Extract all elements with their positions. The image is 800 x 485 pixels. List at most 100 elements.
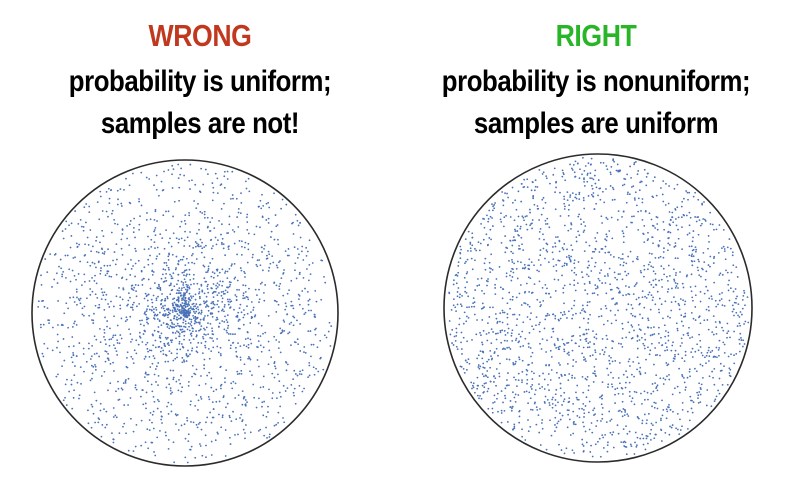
sample-point [595, 202, 598, 205]
sample-point [262, 386, 265, 388]
sample-point [728, 299, 731, 302]
sample-point [669, 231, 672, 234]
sample-point [583, 412, 586, 415]
sample-point [646, 419, 648, 422]
sample-point [635, 204, 638, 207]
sample-point [279, 351, 282, 354]
sample-point [190, 445, 193, 448]
sample-point [157, 362, 160, 364]
sample-point [615, 319, 617, 322]
sample-point [534, 185, 537, 188]
sample-point [200, 251, 203, 254]
sample-point [588, 244, 591, 247]
sample-point [572, 432, 575, 435]
sample-point [235, 346, 237, 349]
sample-point [508, 259, 510, 262]
sample-point [292, 391, 295, 394]
sample-point [574, 175, 577, 178]
sample-point [708, 346, 710, 349]
sample-point [247, 337, 249, 340]
sample-point [280, 207, 283, 210]
sample-point [244, 399, 247, 401]
sample-point [611, 340, 614, 342]
sample-point [512, 271, 515, 274]
sample-point [527, 267, 530, 270]
sample-point [124, 268, 127, 271]
sample-point [180, 289, 183, 291]
sample-point [563, 243, 566, 245]
sample-point [579, 312, 582, 314]
sample-point [721, 273, 724, 276]
sample-point [325, 336, 328, 339]
sample-point [580, 223, 583, 226]
sample-point [593, 343, 596, 345]
sample-point [630, 445, 633, 447]
sample-point [51, 286, 53, 288]
sample-point [242, 297, 245, 300]
sample-point [261, 193, 263, 196]
sample-point [119, 334, 122, 336]
sample-point [199, 297, 201, 300]
sample-point [65, 220, 68, 223]
sample-point [178, 314, 180, 317]
sample-point [630, 312, 633, 315]
sample-point [658, 326, 660, 329]
sample-point [177, 292, 180, 294]
sample-point [292, 324, 295, 327]
sample-point [661, 399, 663, 402]
sample-point [489, 366, 492, 369]
sample-point [515, 268, 518, 270]
sample-point [110, 275, 113, 278]
sample-point [675, 285, 678, 287]
sample-point [172, 272, 175, 275]
sample-point [102, 294, 105, 297]
sample-point [222, 247, 225, 250]
sample-point [207, 269, 210, 272]
sample-point [169, 312, 171, 315]
sample-point [723, 305, 726, 307]
sample-point [544, 257, 546, 260]
sample-point [472, 302, 475, 305]
sample-point [608, 362, 611, 365]
sample-point [569, 283, 571, 286]
sample-point [497, 332, 499, 335]
sample-point [228, 436, 231, 439]
sample-point [564, 205, 566, 208]
sample-point [656, 223, 659, 225]
sample-point [527, 264, 529, 267]
sample-point [89, 229, 92, 231]
sample-point [513, 396, 516, 399]
sample-point [541, 419, 544, 421]
sample-point [194, 305, 197, 308]
sample-point [558, 259, 561, 262]
sample-point [238, 372, 241, 375]
sample-point [557, 339, 559, 342]
sample-point [541, 427, 544, 430]
sample-point [203, 246, 206, 249]
sample-point [518, 313, 521, 316]
sample-point [638, 370, 641, 373]
sample-point [563, 262, 566, 265]
right-caption-line1: probability is nonuniform; [441, 65, 751, 98]
sample-point [659, 377, 662, 380]
sample-point [538, 238, 541, 240]
sample-point [567, 208, 570, 211]
sample-point [575, 273, 578, 276]
sample-point [466, 315, 468, 318]
sample-point [506, 313, 509, 315]
sample-point [654, 354, 657, 357]
sample-point [177, 177, 180, 180]
sample-point [692, 255, 695, 258]
sample-point [163, 315, 166, 317]
sample-point [62, 338, 65, 340]
sample-point [181, 306, 184, 309]
sample-point [485, 382, 487, 384]
sample-point [624, 409, 627, 412]
sample-point [178, 289, 180, 292]
sample-point [206, 416, 209, 419]
sample-point [244, 403, 247, 406]
sample-point [203, 317, 206, 319]
sample-point [37, 306, 40, 308]
sample-point [124, 381, 127, 384]
sample-point [487, 322, 489, 325]
